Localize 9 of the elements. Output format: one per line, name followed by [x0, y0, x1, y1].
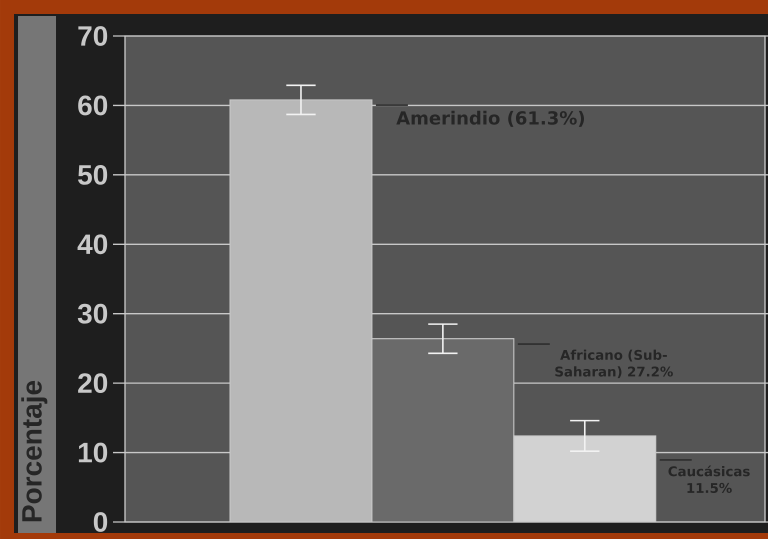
y-axis-title: Porcentaje	[21, 380, 48, 522]
y-tick-label: 50	[78, 164, 108, 185]
y-tick-label: 10	[78, 442, 108, 462]
y-tick-label: 30	[78, 304, 108, 324]
y-tick-label: 40	[78, 234, 108, 254]
y-tick-label: 60	[78, 96, 108, 116]
y-tick-label: 70	[78, 26, 108, 46]
y-tick-label: 20	[78, 373, 108, 394]
y-tick-label: 0	[94, 512, 108, 532]
